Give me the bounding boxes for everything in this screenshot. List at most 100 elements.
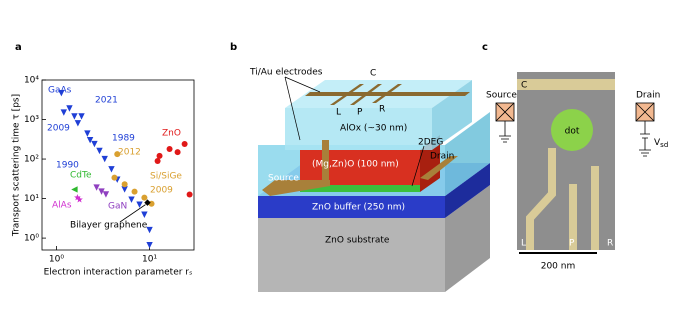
scale-label: 200 nm bbox=[541, 262, 576, 272]
gate-r bbox=[372, 84, 402, 103]
y-tick-label: 10² bbox=[24, 155, 39, 165]
point bbox=[111, 174, 118, 181]
voltage-source bbox=[639, 121, 651, 157]
contact-cross bbox=[635, 102, 655, 122]
y-tick-label: 10³ bbox=[24, 115, 39, 125]
label: dot bbox=[565, 127, 580, 137]
point bbox=[101, 155, 108, 163]
y-tick-label: 10⁰ bbox=[24, 234, 39, 244]
contact-cross bbox=[495, 102, 515, 122]
y-axis-label: Transport scattering time τ [ps] bbox=[12, 94, 22, 237]
point bbox=[156, 152, 163, 159]
drain-electrode bbox=[420, 156, 458, 180]
scatter-panel: 10⁰ 10¹ 10² 10³ 10⁴ 10⁰ 10¹ Electron interactio… bbox=[12, 76, 195, 278]
point bbox=[74, 120, 82, 127]
gate-label: R bbox=[379, 105, 385, 115]
point bbox=[84, 130, 91, 137]
twodeg-layer bbox=[300, 185, 420, 192]
point bbox=[131, 188, 138, 195]
substrate-side bbox=[445, 185, 490, 292]
annotation: 2009 bbox=[47, 124, 70, 134]
point bbox=[141, 194, 148, 201]
mgzno-front bbox=[300, 150, 420, 185]
point bbox=[128, 196, 135, 203]
point bbox=[102, 191, 110, 198]
label: Source bbox=[268, 174, 299, 184]
alox-top-side bbox=[432, 80, 472, 150]
dot bbox=[551, 109, 593, 151]
point bbox=[86, 136, 94, 144]
series-label: ZnO bbox=[162, 129, 181, 139]
source-electrode bbox=[322, 140, 329, 186]
gate-label: R bbox=[607, 239, 613, 249]
point bbox=[154, 158, 161, 165]
gate-label: P bbox=[569, 239, 575, 249]
label: Drain bbox=[430, 152, 454, 162]
label: ZnO buffer (250 nm) bbox=[312, 203, 405, 213]
gate-label: L bbox=[336, 108, 341, 118]
point bbox=[60, 109, 68, 116]
panel-label: c bbox=[482, 42, 488, 53]
leader-line bbox=[411, 145, 425, 187]
micrograph-panel: C L P R Source Drain dot Vsd 200 nm bbox=[486, 72, 668, 272]
alox-top-front bbox=[285, 108, 432, 150]
annotation: 2009 bbox=[150, 186, 173, 196]
series-label: GaAs bbox=[48, 86, 72, 96]
point bbox=[146, 226, 153, 234]
point bbox=[76, 196, 83, 203]
source-electrode bbox=[262, 180, 330, 196]
point bbox=[78, 113, 85, 120]
point bbox=[174, 149, 181, 156]
point bbox=[91, 140, 98, 148]
label: Source bbox=[486, 91, 517, 101]
point bbox=[146, 242, 153, 249]
ground bbox=[499, 121, 511, 143]
gate-p bbox=[350, 84, 382, 105]
alox-side bbox=[445, 112, 490, 196]
label: Vsd bbox=[654, 138, 668, 150]
annotation: 2021 bbox=[95, 96, 118, 106]
x-tick-label: 10⁰ bbox=[49, 255, 64, 265]
point bbox=[136, 201, 143, 208]
gate-label: L bbox=[521, 239, 526, 249]
device-panel: Ti/Au electrodes C L P R AlOx (~30 nm) 2… bbox=[249, 68, 490, 292]
leader-line bbox=[119, 204, 146, 223]
plot-frame bbox=[41, 79, 195, 251]
gate-l bbox=[330, 84, 364, 105]
gate-l bbox=[526, 148, 556, 250]
symbol: V bbox=[654, 138, 661, 148]
leader-line bbox=[284, 76, 301, 141]
panel-label: b bbox=[230, 42, 237, 53]
point bbox=[71, 113, 78, 120]
x-axis-label: Electron interaction parameter rₛ bbox=[44, 268, 193, 278]
annotation: 2012 bbox=[118, 148, 141, 158]
point bbox=[74, 194, 81, 201]
point bbox=[98, 188, 105, 195]
label: Ti/Au electrodes bbox=[249, 68, 323, 78]
gate-label: C bbox=[521, 81, 527, 91]
y-tick-label: 10⁴ bbox=[24, 76, 39, 86]
gate-label: C bbox=[370, 69, 376, 79]
point bbox=[144, 199, 151, 206]
point bbox=[108, 166, 115, 173]
annotation: 1989 bbox=[112, 134, 135, 144]
buffer-side bbox=[445, 163, 490, 218]
point bbox=[181, 141, 188, 148]
label: ZnO substrate bbox=[325, 236, 390, 246]
point bbox=[96, 147, 103, 155]
label: 2DEG bbox=[418, 138, 443, 148]
gate-label: P bbox=[357, 108, 363, 118]
point bbox=[71, 186, 78, 193]
series-label: AlAs bbox=[52, 201, 72, 211]
point bbox=[166, 145, 173, 152]
panel-label: a bbox=[15, 42, 22, 53]
point bbox=[58, 89, 65, 97]
point bbox=[141, 211, 148, 218]
point bbox=[93, 184, 100, 191]
point bbox=[66, 105, 73, 112]
point bbox=[121, 181, 128, 188]
leader-line bbox=[284, 76, 321, 93]
point bbox=[114, 151, 121, 158]
gate-c bbox=[517, 79, 615, 90]
